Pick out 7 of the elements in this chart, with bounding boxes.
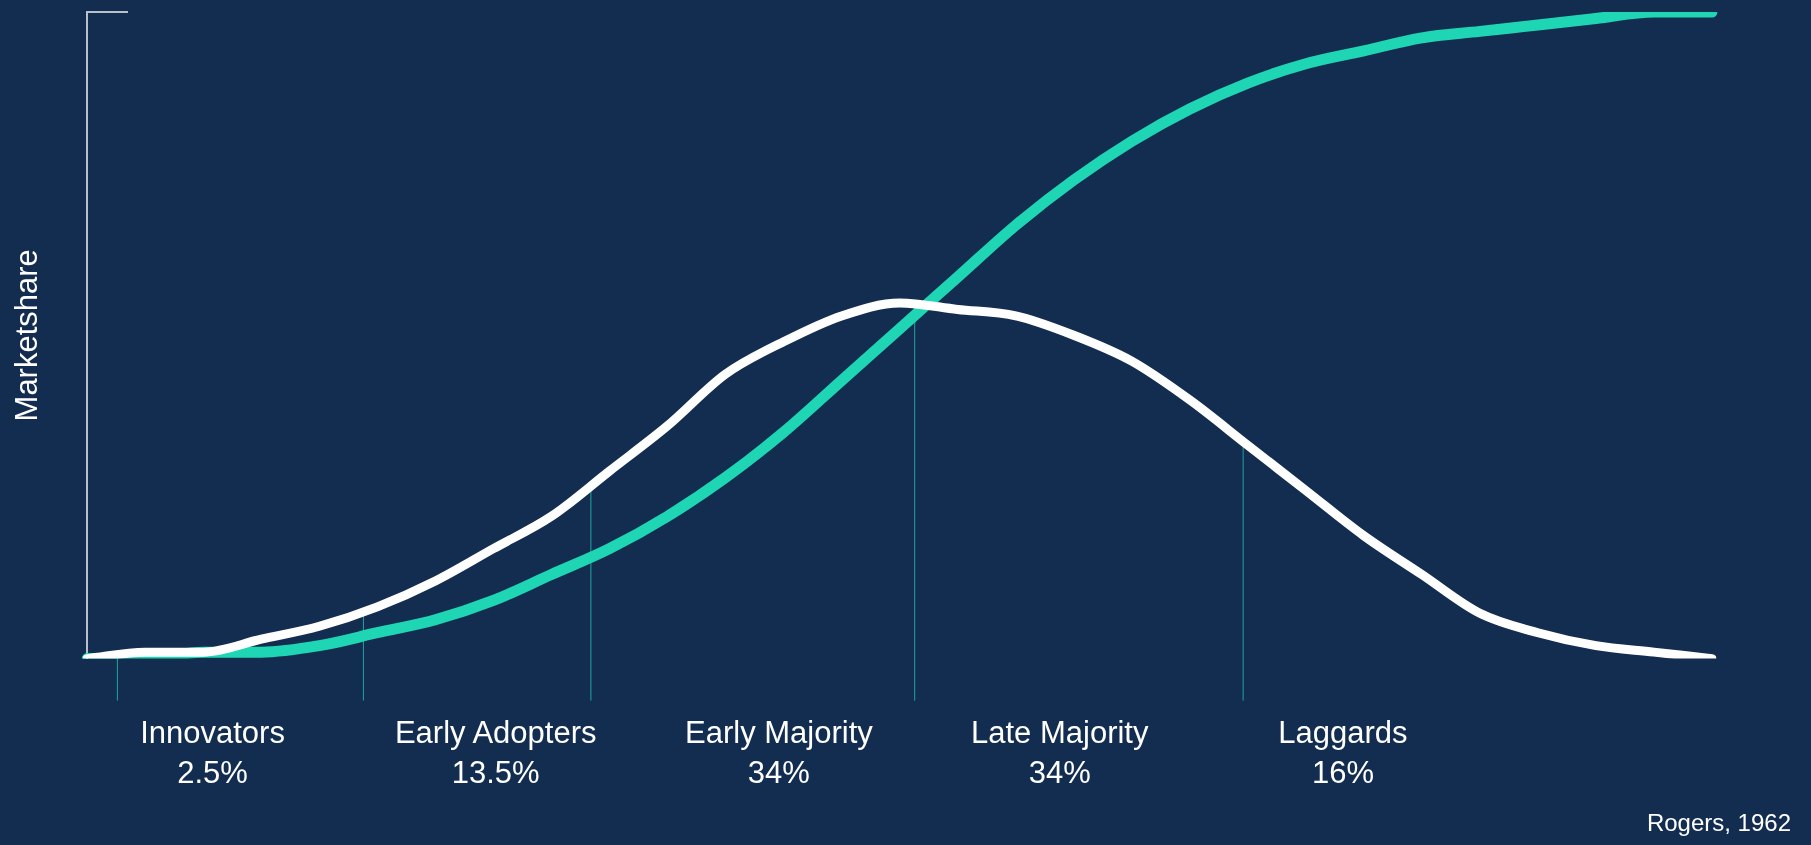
text: Rogers, 1962 — [1646, 809, 1791, 837]
y-axis-title: Marketshare — [9, 249, 45, 422]
text: Laggards 16% — [1278, 713, 1408, 792]
text: Late Majority 34% — [971, 713, 1149, 792]
text: Early Adopters 13.5% — [394, 713, 597, 792]
text: Early Majority 34% — [685, 713, 873, 792]
text: Innovators 2.5% — [140, 713, 285, 792]
